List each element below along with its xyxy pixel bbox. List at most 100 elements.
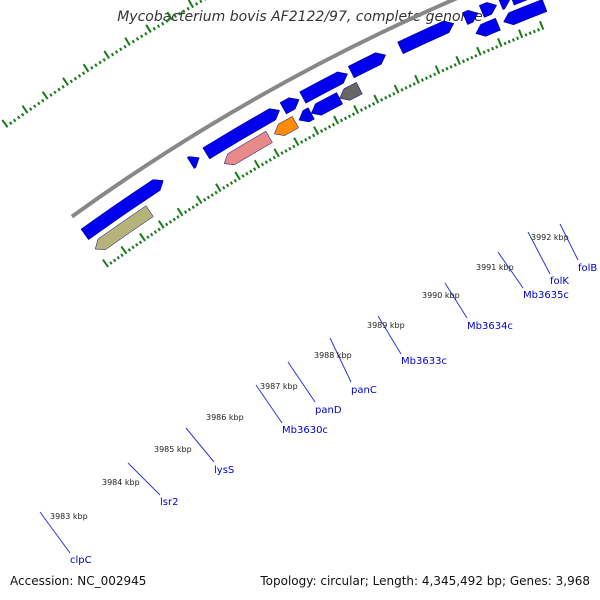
label-leader-line [444,282,468,319]
label-leader-line [497,251,524,289]
kbp-label: 3986 kbp [206,413,244,422]
outer-tick [166,11,173,21]
gene-label-folK[interactable]: folK [550,276,569,287]
outer-tick [119,47,123,52]
inner-tick [312,133,316,138]
reverse-gene-khaki [94,205,154,250]
inner-tick [339,118,344,123]
inner-tick [280,151,284,155]
label-leader-line [329,337,352,383]
kbp-label: 3989 kbp [367,321,405,330]
inner-tick-track [102,20,545,268]
inner-tick [466,57,470,62]
gene-label-lysS[interactable]: lysS [214,465,234,476]
inner-tick [373,94,380,104]
label-leader-line [287,361,316,403]
label-leader-line [255,384,283,424]
inner-tick [139,232,146,242]
outer-tick [57,87,61,92]
inner-tick [507,39,511,44]
inner-tick [528,31,532,35]
label-leader-line [377,315,402,355]
inner-tick [351,112,356,116]
inner-tick [233,178,237,183]
inner-tick [323,127,328,131]
outer-tick [114,50,119,54]
inner-tick [476,46,482,56]
inner-tick [102,259,109,268]
inner-tick [491,46,495,51]
inner-tick [253,167,257,171]
inner-tick [455,55,461,65]
inner-tick [333,115,340,125]
inner-tick [210,193,214,197]
gene-label-folB[interactable]: folB [578,263,597,274]
inner-tick [214,190,218,195]
inner-tick [112,258,117,263]
gene-label-Mb3630c[interactable]: Mb3630c [282,425,328,436]
outer-tick [62,77,69,86]
inner-tick [272,155,276,160]
label-leader-line [527,231,551,275]
accession-text: Accession: NC_002945 [10,574,147,588]
inner-tick [343,116,348,121]
gene-label-panC[interactable]: panC [351,385,377,396]
outer-tick [103,50,111,60]
outer-tick [199,0,203,4]
gene-label-Mb3634c[interactable]: Mb3634c [467,321,513,332]
inner-tick [511,38,515,42]
inner-tick [135,243,139,247]
inner-tick [516,36,520,41]
inner-tick [176,207,184,217]
forward-gene-arrow [498,0,511,11]
outer-tick [9,121,13,126]
inner-tick [245,171,249,176]
inner-tick [225,183,230,188]
inner-tick [195,202,199,207]
outer-tick [182,9,186,13]
inner-tick [424,76,429,80]
inner-tick [284,149,288,153]
inner-tick [176,215,180,219]
inner-tick [453,63,457,67]
outer-tick [90,66,94,70]
outer-tick [53,90,57,95]
inner-tick [116,255,120,260]
inner-tick [183,210,188,214]
forward-gene-arrow [347,52,387,79]
outer-tick [186,6,190,11]
outer-tick [144,31,148,36]
inner-tick [109,261,113,265]
inner-tick [187,207,192,212]
outer-tick [152,26,156,31]
outer-tick [13,118,17,123]
inner-tick [518,29,524,39]
gene-label-lsr2[interactable]: lsr2 [160,497,178,508]
outer-tick [124,37,131,46]
inner-tick [474,54,478,58]
outer-tick-track [1,0,207,128]
gene-label-Mb3633c[interactable]: Mb3633c [401,356,447,367]
inner-tick [388,94,392,98]
kbp-labels: 3983 kbp 3984 kbp 3985 kbp 3986 kbp 3987… [50,233,569,521]
inner-tick [470,55,474,60]
forward-gene-arrow [397,20,455,55]
inner-tick [300,140,304,144]
inner-tick [222,185,226,190]
inner-tick [260,162,265,167]
gene-label-panD[interactable]: panD [315,405,342,416]
inner-tick [293,137,300,146]
forward-gene-arrow [202,108,280,160]
inner-tick [292,144,296,149]
outer-tick [37,101,41,106]
inner-tick [157,220,165,229]
map-title: Mycobacterium bovis AF2122/97, complete … [117,9,483,25]
inner-tick [120,253,124,257]
gene-label-clpC[interactable]: clpC [70,555,92,566]
forward-gene-arrow [186,156,200,169]
gene-label-Mb3635c[interactable]: Mb3635c [523,290,569,301]
outer-tick [195,2,199,6]
inner-tick [288,146,292,151]
inner-tick [195,195,203,205]
forward-gene-arrow [462,9,479,25]
